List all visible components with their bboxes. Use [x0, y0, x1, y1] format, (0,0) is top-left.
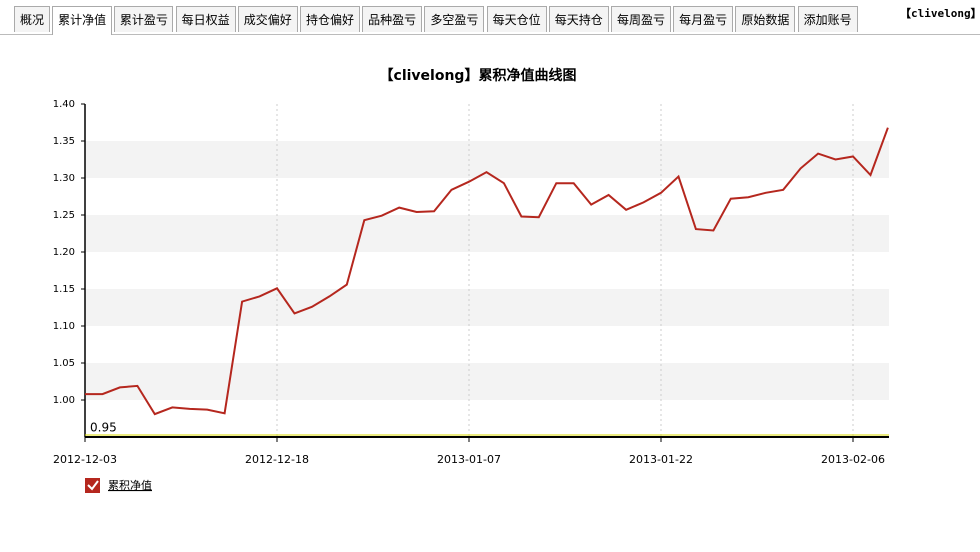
- x-tick-label: 2012-12-03: [53, 453, 117, 466]
- y-tick-label: 1.05: [53, 358, 75, 369]
- y-tick-label: 1.40: [53, 99, 75, 110]
- tab[interactable]: 概况: [14, 6, 50, 32]
- tab[interactable]: 原始数据: [735, 6, 796, 32]
- x-tick-label: 2013-01-07: [437, 453, 501, 466]
- y-tick-label: 1.25: [53, 210, 75, 221]
- tab[interactable]: 每天仓位: [486, 6, 547, 32]
- tab[interactable]: 累计盈亏: [114, 6, 174, 32]
- tab[interactable]: 成交偏好: [237, 6, 298, 32]
- y-tick-label: 1.00: [53, 395, 75, 406]
- y-tick-label: 1.10: [53, 321, 75, 332]
- y-tick-label: 1.30: [53, 173, 75, 184]
- y-tick-label: 0.95: [90, 421, 117, 435]
- tab[interactable]: 持仓偏好: [300, 6, 360, 32]
- tab[interactable]: 多空盈亏: [424, 6, 485, 32]
- x-tick-label: 2013-02-06: [821, 453, 885, 466]
- tab[interactable]: 累计净值: [52, 6, 113, 35]
- tab[interactable]: 每周盈亏: [611, 6, 671, 32]
- tab[interactable]: 每日权益: [175, 6, 236, 32]
- y-tick-label: 1.15: [53, 284, 75, 295]
- legend-label: 累积净值: [108, 478, 152, 492]
- y-tick-label: 1.35: [53, 136, 75, 147]
- tab[interactable]: 每天持仓: [548, 6, 609, 32]
- tab-bar: 概况 累计净值 累计盈亏 每日权益 成交偏好 持仓偏好 品种盈亏 多空盈亏 每天仓位 每天持仓 每周…: [0, 0, 980, 35]
- tab[interactable]: 添加账号: [797, 6, 858, 32]
- account-label: 【clivelong】: [900, 7, 980, 20]
- y-tick-label: 1.20: [53, 247, 75, 258]
- tab[interactable]: 每月盈亏: [673, 6, 734, 32]
- legend-checkbox: [85, 478, 100, 493]
- grid-band: [85, 289, 889, 326]
- line: [85, 127, 889, 416]
- grid-band: [85, 215, 889, 252]
- tab[interactable]: 品种盈亏: [362, 6, 423, 32]
- grid-band: [85, 363, 889, 400]
- x-tick-label: 2013-01-22: [629, 453, 693, 466]
- legend-check: [87, 480, 99, 491]
- x-tick-label: 2012-12-18: [245, 453, 309, 466]
- chart-title: 【clivelong】累积净值曲线图: [380, 67, 577, 84]
